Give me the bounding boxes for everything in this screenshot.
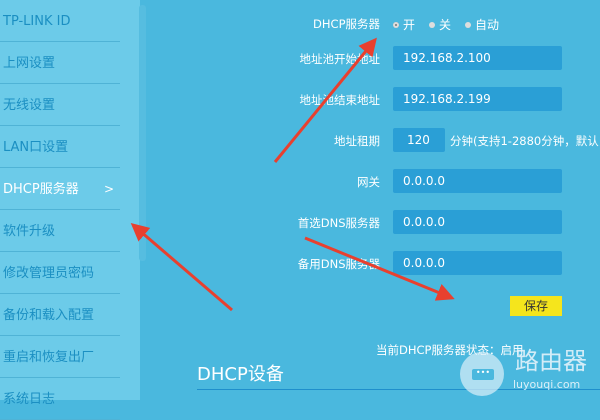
sidebar-item-label: 软件升级 [3,224,56,239]
watermark-title: 路由器 [515,347,587,375]
radio-on[interactable]: 开 [393,16,415,33]
primary-dns-label: 首选DNS服务器 [297,216,380,230]
end-address-label: 地址池结束地址 [299,93,381,107]
start-address-input[interactable]: 192.168.2.100 [393,46,562,70]
sidebar-item-tplink-id[interactable]: TP-LINK ID [0,1,120,42]
radio-label: 关 [439,18,452,32]
dhcp-server-label: DHCP服务器 [313,17,380,31]
sidebar-item-label: LAN口设置 [3,140,69,155]
sidebar-item-label: 上网设置 [3,56,56,71]
end-address-input[interactable]: 192.168.2.199 [393,87,562,111]
radio-label: 自动 [475,18,500,32]
section-divider [197,389,600,390]
lease-hint: 分钟(支持1-2880分钟，默认 [450,134,599,148]
sidebar-item-label: 重启和恢复出厂 [3,350,95,365]
sidebar-item-lan[interactable]: LAN口设置 [0,127,120,168]
radio-unselected-icon [465,21,471,28]
watermark-url: luyouqi.com [513,378,581,391]
gateway-input[interactable]: 0.0.0.0 [393,169,562,193]
sidebar-item-dhcp[interactable]: DHCP服务器 > [0,169,120,210]
sidebar: TP-LINK ID 上网设置 无线设置 LAN口设置 DHCP服务器 > 软件升… [0,0,140,420]
save-button[interactable]: 保存 [510,296,562,316]
arrow-to-sidebar-dhcp [130,223,233,312]
sidebar-item-reboot[interactable]: 重启和恢复出厂 [0,337,120,378]
sidebar-item-label: TP-LINK ID [3,14,71,29]
sidebar-item-admin-password[interactable]: 修改管理员密码 [0,253,120,294]
sidebar-item-label: DHCP服务器 [3,182,79,197]
radio-auto[interactable]: 自动 [465,16,499,33]
sidebar-item-wireless[interactable]: 无线设置 [0,85,120,126]
primary-dns-input[interactable]: 0.0.0.0 [393,210,562,234]
sidebar-item-label: 备份和载入配置 [3,308,95,323]
secondary-dns-label: 备用DNS服务器 [297,257,380,271]
sidebar-item-label: 无线设置 [3,98,56,113]
chevron-right-icon: > [104,182,115,196]
lease-input[interactable]: 120 [393,128,445,152]
chat-bubble-icon: ••• [472,369,494,380]
sidebar-item-internet[interactable]: 上网设置 [0,43,120,84]
gateway-label: 网关 [357,175,380,189]
sidebar-item-upgrade[interactable]: 软件升级 [0,211,120,252]
sidebar-item-backup[interactable]: 备份和载入配置 [0,295,120,336]
radio-label: 开 [403,18,416,32]
dhcp-status-text: 当前DHCP服务器状态：启用 [376,343,524,357]
secondary-dns-input[interactable]: 0.0.0.0 [393,251,562,275]
lease-label: 地址租期 [334,134,380,148]
radio-off[interactable]: 关 [429,16,451,33]
sidebar-scrollbar[interactable] [139,5,146,261]
section-title: DHCP设备 [197,364,284,385]
radio-unselected-icon [429,21,435,28]
radio-selected-icon [393,21,399,28]
start-address-label: 地址池开始地址 [299,52,381,66]
sidebar-item-label: 修改管理员密码 [3,266,95,281]
